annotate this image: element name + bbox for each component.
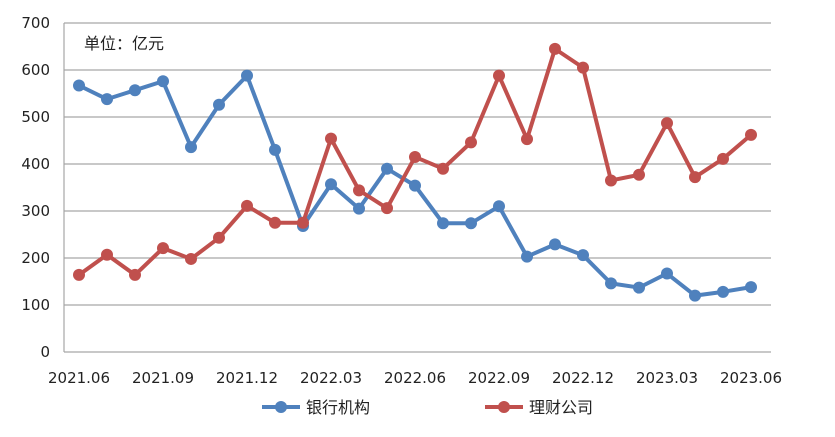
data-point — [465, 136, 477, 149]
x-tick-label: 2023.06 — [720, 369, 782, 387]
data-point — [493, 200, 505, 213]
legend-label: 银行机构 — [306, 398, 370, 417]
data-point — [409, 179, 421, 192]
data-point — [157, 75, 169, 88]
series-lines — [73, 42, 757, 302]
y-tick-label: 400 — [21, 155, 50, 173]
data-point — [73, 79, 85, 92]
series-1 — [73, 69, 757, 302]
data-point — [297, 216, 309, 229]
data-point — [661, 117, 673, 130]
x-tick-label: 2022.12 — [552, 369, 614, 387]
data-point — [73, 268, 85, 281]
x-tick-label: 2021.06 — [48, 369, 110, 387]
data-point — [661, 267, 673, 280]
data-point — [577, 249, 589, 262]
data-point — [465, 217, 477, 230]
data-point — [129, 84, 141, 97]
axes — [63, 23, 771, 353]
data-point — [689, 289, 701, 302]
series-2 — [73, 42, 757, 281]
data-point — [521, 133, 533, 146]
data-point — [633, 168, 645, 181]
y-tick-label: 0 — [40, 343, 50, 361]
data-point — [381, 202, 393, 215]
legend-label: 理财公司 — [529, 398, 593, 417]
y-tick-label: 200 — [21, 249, 50, 267]
grid-lines — [64, 22, 771, 306]
data-point — [381, 162, 393, 175]
data-point — [605, 174, 617, 187]
data-point — [101, 248, 113, 261]
y-tick-label: 500 — [21, 108, 50, 126]
data-point — [213, 231, 225, 244]
data-point — [101, 93, 113, 106]
data-point — [521, 250, 533, 263]
x-tick-label: 2021.12 — [216, 369, 278, 387]
x-tick-label: 2021.09 — [132, 369, 194, 387]
data-point — [409, 150, 421, 163]
y-tick-label: 100 — [21, 296, 50, 314]
legend-item-2: 理财公司 — [485, 398, 593, 417]
data-point — [577, 61, 589, 74]
x-tick-label: 2022.06 — [384, 369, 446, 387]
data-point — [633, 281, 645, 294]
x-tick-label: 2022.03 — [300, 369, 362, 387]
data-point — [437, 217, 449, 230]
x-tick-label: 2022.09 — [468, 369, 530, 387]
data-point — [185, 252, 197, 265]
data-point — [325, 132, 337, 145]
data-point — [213, 98, 225, 111]
data-point — [129, 268, 141, 281]
data-point — [241, 69, 253, 82]
data-point — [353, 202, 365, 215]
data-point — [493, 69, 505, 82]
legend-marker — [498, 401, 510, 413]
data-point — [353, 184, 365, 197]
data-point — [549, 42, 561, 55]
data-point — [549, 238, 561, 251]
data-point — [157, 242, 169, 255]
y-tick-label: 300 — [21, 202, 50, 220]
data-point — [717, 285, 729, 298]
data-point — [745, 281, 757, 294]
data-point — [605, 277, 617, 290]
data-point — [717, 152, 729, 165]
axis-labels: 0 100 200 300 400 500 600 700 2021.06 2021.09 2021… — [21, 14, 782, 387]
data-point — [241, 199, 253, 212]
legend-item-1: 银行机构 — [262, 398, 370, 417]
data-point — [269, 143, 281, 156]
legend-marker — [275, 401, 287, 413]
data-point — [689, 171, 701, 184]
legend: 银行机构 理财公司 — [262, 398, 593, 417]
data-point — [745, 128, 757, 141]
data-point — [269, 216, 281, 229]
data-point — [437, 162, 449, 175]
unit-label: 单位：亿元 — [84, 34, 164, 53]
y-tick-label: 700 — [21, 14, 50, 32]
x-tick-label: 2023.03 — [636, 369, 698, 387]
data-point — [185, 141, 197, 154]
y-tick-label: 600 — [21, 61, 50, 79]
data-point — [325, 178, 337, 191]
